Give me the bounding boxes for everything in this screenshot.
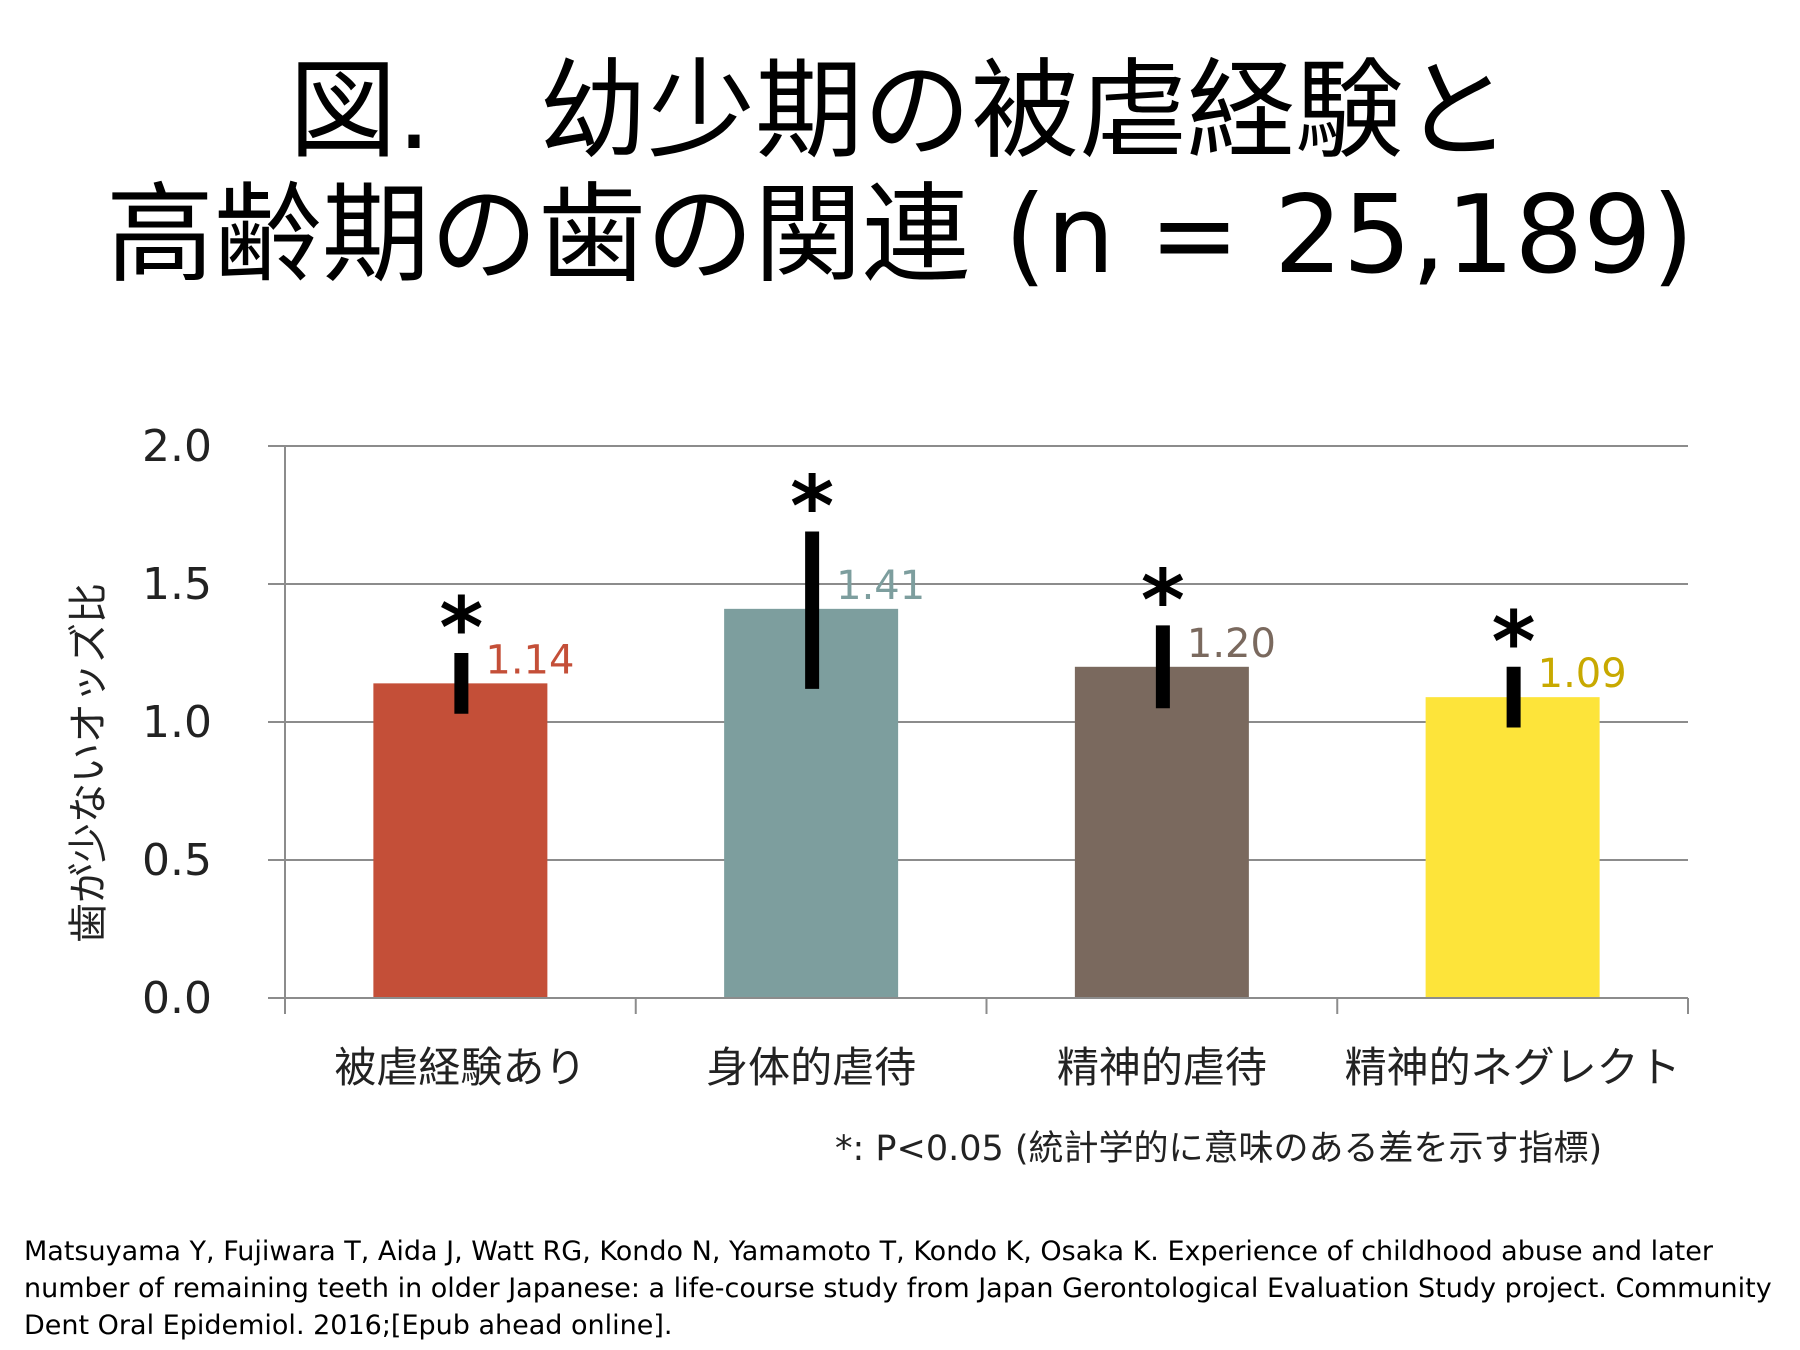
bar xyxy=(373,683,548,998)
value-label: 1.20 xyxy=(1187,621,1276,667)
significance-marker: * xyxy=(439,579,483,677)
significance-marker: * xyxy=(1141,551,1185,649)
title-line-2: 高齢期の歯の関連 (n = 25,189) xyxy=(105,173,1695,298)
title-line-1: 図. 幼少期の被虐経験と xyxy=(288,49,1512,174)
x-category-label: 精神的虐待 xyxy=(1057,1043,1267,1092)
value-label: 1.14 xyxy=(485,637,574,683)
significance-marker: * xyxy=(1492,593,1536,691)
page-title: 図. 幼少期の被虐経験と 高齢期の歯の関連 (n = 25,189) xyxy=(0,50,1800,298)
y-tick-label: 0.0 xyxy=(142,973,212,1024)
y-tick-label: 2.0 xyxy=(142,421,212,472)
x-category-label: 身体的虐待 xyxy=(706,1043,916,1092)
x-category-label: 被虐経験あり xyxy=(334,1043,586,1092)
significance-marker: * xyxy=(790,458,834,556)
y-tick-label: 1.0 xyxy=(142,697,212,748)
bar xyxy=(1074,666,1249,998)
bar xyxy=(1425,697,1600,998)
citation: Matsuyama Y, Fujiwara T, Aida J, Watt RG… xyxy=(24,1236,1772,1341)
axes xyxy=(268,445,1689,1014)
x-category-label: 精神的ネグレクト xyxy=(1345,1043,1681,1092)
y-tick-label: 1.5 xyxy=(142,559,212,610)
x-category-labels: 被虐経験あり 身体的虐待 精神的虐待 精神的ネグレクト xyxy=(334,1043,1680,1092)
y-tick-label: 0.5 xyxy=(142,835,212,886)
value-label: 1.09 xyxy=(1538,651,1627,697)
y-tick-labels: 0.0 0.5 1.0 1.5 2.0 xyxy=(142,421,212,1024)
y-axis-label: 歯が少ないオッズ比 xyxy=(66,583,112,943)
value-label: 1.41 xyxy=(836,563,925,609)
bars: * 1.14*1.41 * 1.20 * 1.09 xyxy=(373,458,1627,998)
significance-note: *: P<0.05 (統計学的に意味のある差を示す指標) xyxy=(835,1129,1603,1169)
